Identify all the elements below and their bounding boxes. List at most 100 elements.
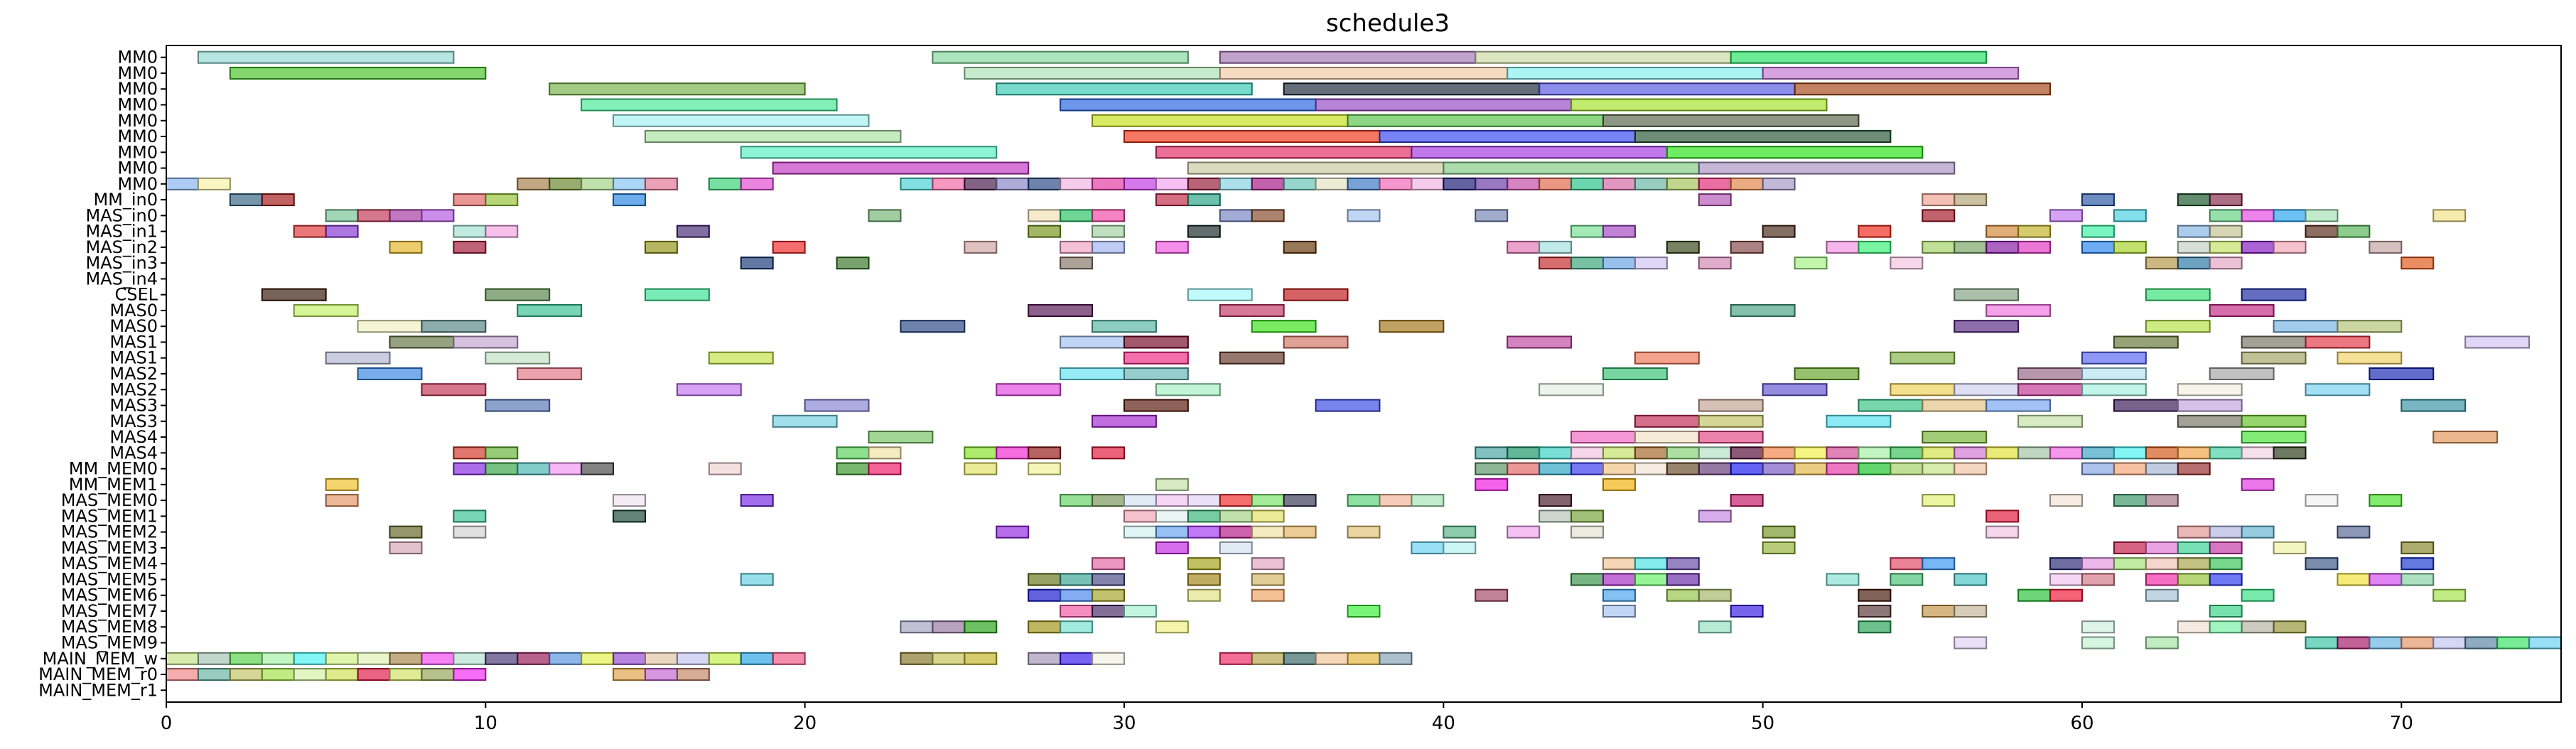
task-bar xyxy=(900,620,934,634)
x-tick-label: 0 xyxy=(161,713,173,734)
task-bar xyxy=(1347,114,1604,127)
task-bar xyxy=(1028,573,1062,586)
task-bar xyxy=(1315,652,1349,665)
task-bar xyxy=(613,494,646,507)
task-bar xyxy=(1602,177,1636,190)
y-tick-label: MAS4 xyxy=(109,427,158,447)
y-tick-label: CSEL xyxy=(114,285,158,305)
task-bar xyxy=(1858,446,1892,460)
y-tick-label: MAS_in1 xyxy=(85,222,158,242)
task-bar xyxy=(1187,161,1445,175)
task-bar xyxy=(1379,320,1445,333)
task-bar xyxy=(964,462,998,475)
task-bar xyxy=(1634,446,1668,460)
task-bar xyxy=(1028,588,1062,602)
task-bar xyxy=(1858,620,1892,634)
task-bar xyxy=(645,177,678,190)
task-bar xyxy=(1187,510,1221,523)
task-bar xyxy=(453,652,487,665)
task-bar xyxy=(549,82,806,96)
task-bar xyxy=(1283,525,1317,539)
task-bar xyxy=(1666,446,1700,460)
task-bar xyxy=(2017,240,2052,254)
task-bar xyxy=(1379,177,1413,190)
task-bar xyxy=(740,573,774,586)
task-bar xyxy=(1092,652,1125,665)
x-tick-label: 40 xyxy=(1432,713,1455,734)
task-bar xyxy=(1187,588,1221,602)
task-bar xyxy=(2273,320,2339,333)
task-bar xyxy=(2049,209,2083,222)
task-bar xyxy=(1570,462,1604,475)
y-tick-label: MAS_MEM8 xyxy=(61,617,158,637)
task-bar xyxy=(1698,510,1732,523)
task-bar xyxy=(581,177,615,190)
y-tick-label: MAS_MEM4 xyxy=(61,554,158,573)
task-bar xyxy=(1538,446,1573,460)
task-bar xyxy=(1187,177,1221,190)
task-bar xyxy=(2049,557,2083,571)
task-bar xyxy=(1634,414,1700,428)
task-bar xyxy=(2337,320,2403,333)
task-bar xyxy=(1251,510,1285,523)
task-bar xyxy=(2241,525,2275,539)
task-bar xyxy=(2081,225,2115,238)
task-bar xyxy=(1570,257,1604,270)
task-bar xyxy=(1092,414,1157,428)
task-bar xyxy=(1315,177,1349,190)
task-bar xyxy=(1922,494,1956,507)
task-bar xyxy=(1698,161,1956,175)
task-bar xyxy=(1507,446,1541,460)
x-tick-label: 60 xyxy=(2070,713,2093,734)
task-bar xyxy=(1379,494,1413,507)
task-bar xyxy=(1570,225,1604,238)
task-bar xyxy=(1602,367,1668,381)
task-bar xyxy=(1730,446,1764,460)
task-bar xyxy=(1762,66,2020,80)
task-bar xyxy=(197,177,231,190)
task-bar xyxy=(166,177,199,190)
task-bar xyxy=(740,257,774,270)
task-bar xyxy=(2273,240,2307,254)
task-bar xyxy=(1602,604,1636,618)
task-bar xyxy=(932,177,966,190)
y-tick-label: MAS_in4 xyxy=(85,269,158,289)
y-tick-label: MAS1 xyxy=(109,348,158,368)
task-bar xyxy=(1826,414,1892,428)
task-bar xyxy=(2273,446,2307,460)
task-bar xyxy=(2081,240,2115,254)
task-bar xyxy=(1251,525,1285,539)
task-bar xyxy=(1155,494,1189,507)
task-bar xyxy=(1634,462,1668,475)
task-bar xyxy=(645,668,678,681)
task-bar xyxy=(2017,588,2052,602)
task-bar xyxy=(1634,573,1668,586)
task-bar xyxy=(1762,541,1796,554)
task-bar xyxy=(1602,573,1636,586)
task-bar xyxy=(2177,225,2211,238)
task-bar xyxy=(1123,130,1381,144)
task-bar xyxy=(453,668,487,681)
task-bar xyxy=(1219,303,1285,317)
task-bar xyxy=(1251,573,1285,586)
task-bar xyxy=(2273,209,2307,222)
task-bar xyxy=(1985,225,2020,238)
task-bar xyxy=(1060,573,1094,586)
task-bar xyxy=(613,668,646,681)
task-bar xyxy=(1890,446,1924,460)
task-bar xyxy=(229,652,263,665)
task-bar xyxy=(2400,573,2435,586)
task-bar xyxy=(1155,193,1189,207)
task-bar xyxy=(1953,604,1988,618)
y-tick-label: MM_MEM1 xyxy=(69,475,158,495)
y-tick-label: MAS_MEM3 xyxy=(61,538,158,558)
task-bar xyxy=(549,462,583,475)
task-bar xyxy=(1060,604,1094,618)
x-tick-label: 70 xyxy=(2390,713,2413,734)
task-bar xyxy=(293,225,327,238)
task-bar xyxy=(2017,414,2083,428)
task-bar xyxy=(485,351,551,365)
task-bar xyxy=(1092,604,1125,618)
task-bar xyxy=(1219,50,1477,64)
task-bar xyxy=(1985,399,2052,412)
